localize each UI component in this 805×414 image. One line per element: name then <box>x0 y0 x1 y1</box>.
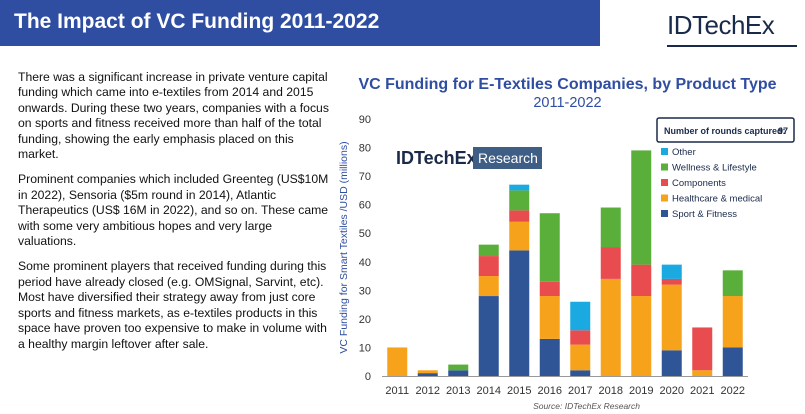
y-tick-label: 20 <box>359 314 371 326</box>
header-bar: The Impact of VC Funding 2011-2022 <box>0 0 600 46</box>
x-tick-label: 2015 <box>507 385 531 397</box>
watermark-tag-box <box>473 147 542 169</box>
rounds-value: 97 <box>778 126 788 136</box>
bar-segment <box>600 278 621 376</box>
bar-segment <box>448 364 469 371</box>
bar-segment <box>631 264 652 297</box>
bar-segment <box>692 370 713 376</box>
bar-segment <box>661 264 682 279</box>
y-tick-label: 0 <box>365 371 371 383</box>
watermark-brand: IDTechEx <box>396 148 477 168</box>
bar-segment <box>661 350 682 376</box>
paragraph-1: There was a significant increase in priv… <box>18 70 329 162</box>
x-tick-label: 2021 <box>690 385 714 397</box>
bar-segment <box>448 370 469 376</box>
y-tick-label: 10 <box>359 342 371 354</box>
y-tick-label: 80 <box>359 143 371 155</box>
bar-segment <box>509 210 530 222</box>
x-tick-label: 2022 <box>721 385 745 397</box>
legend-swatch <box>661 148 668 155</box>
source-note: Source: IDTechEx Research <box>533 401 640 411</box>
bar-segment <box>509 221 530 251</box>
bar-segment <box>478 244 499 257</box>
legend-label: Sport & Fitness <box>672 209 737 220</box>
x-tick-label: 2013 <box>446 385 470 397</box>
x-tick-label: 2017 <box>568 385 592 397</box>
bar-segment <box>722 296 743 348</box>
x-tick-label: 2016 <box>538 385 562 397</box>
y-tick-label: 70 <box>359 171 371 183</box>
bar-segment <box>692 327 713 371</box>
bar-segment <box>631 296 652 376</box>
bar-segment <box>722 347 743 376</box>
x-tick-label: 2012 <box>416 385 440 397</box>
paragraph-2: Prominent companies which included Green… <box>18 172 329 249</box>
bar-segment <box>661 278 682 285</box>
bar-segment <box>570 344 591 371</box>
legend-swatch <box>661 179 668 186</box>
x-tick-label: 2011 <box>385 385 409 397</box>
rounds-box <box>656 117 795 143</box>
chart-subtitle: 2011-2022 <box>533 95 602 111</box>
bar-segment <box>539 296 560 339</box>
bar-segment <box>539 281 560 297</box>
y-axis-label: VC Funding for Smart Textiles /USD (mill… <box>338 141 350 353</box>
legend-label: Wellness & Lifestyle <box>672 163 757 174</box>
bar-segment <box>539 213 560 282</box>
x-tick-label: 2018 <box>599 385 623 397</box>
page-title: The Impact of VC Funding 2011-2022 <box>14 10 380 33</box>
bar-segment <box>600 247 621 279</box>
y-tick-label: 40 <box>359 257 371 269</box>
bar-segment <box>478 256 499 277</box>
legend-label: Healthcare & medical <box>672 194 762 205</box>
bar-segment <box>478 276 499 297</box>
bar-segment <box>722 270 743 297</box>
bar-segment <box>509 190 530 211</box>
bar-segment <box>509 184 530 191</box>
bar-segment <box>631 150 652 265</box>
legend-label: Other <box>672 147 696 158</box>
bar-segment <box>387 347 408 376</box>
legend-swatch <box>661 163 668 171</box>
brand-underline <box>667 45 797 47</box>
bar-segment <box>539 338 560 376</box>
bar-segment <box>600 207 621 248</box>
legend-swatch <box>661 210 668 217</box>
bar-segment <box>417 370 438 374</box>
x-tick-label: 2020 <box>660 385 684 397</box>
bar-segment <box>478 296 499 376</box>
body-text: There was a significant increase in priv… <box>18 70 330 362</box>
y-tick-label: 60 <box>359 200 371 212</box>
x-tick-label: 2014 <box>477 385 501 397</box>
bar-segment <box>570 330 591 345</box>
rounds-label: Number of rounds captured: <box>664 126 786 136</box>
chart-title: VC Funding for E-Textiles Companies, by … <box>358 76 777 93</box>
brand-logo: IDTechEx <box>667 10 775 40</box>
watermark-tag: Research <box>478 150 538 166</box>
y-tick-label: 90 <box>359 114 371 126</box>
legend-label: Components <box>672 178 726 189</box>
bar-segment <box>417 373 438 376</box>
x-tick-label: 2019 <box>629 385 653 397</box>
y-tick-label: 50 <box>359 228 371 240</box>
bar-segment <box>509 250 530 376</box>
bar-segment <box>570 370 591 376</box>
bar-segment <box>570 301 591 331</box>
legend-swatch <box>661 194 668 202</box>
bar-segment <box>661 284 682 351</box>
y-tick-label: 30 <box>359 285 371 297</box>
paragraph-3: Some prominent players that received fun… <box>18 259 327 351</box>
